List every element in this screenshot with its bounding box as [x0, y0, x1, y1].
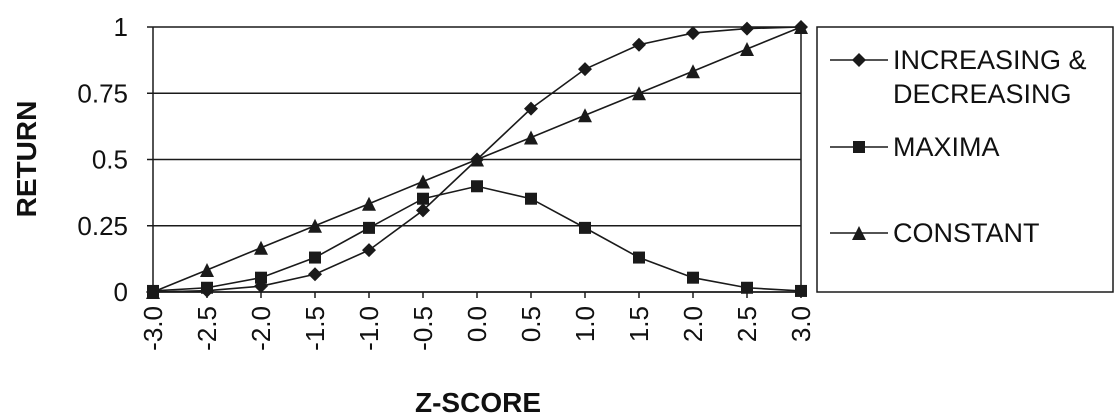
- data-point-square: [363, 221, 375, 234]
- legend-label: CONSTANT: [893, 218, 1040, 248]
- data-point-square: [795, 284, 807, 297]
- legend: INCREASING & DECREASING MAXIMA CONSTANT: [816, 26, 1114, 293]
- y-tick-label: 0.5: [92, 145, 128, 175]
- data-point-square: [309, 251, 321, 264]
- x-tick-label: -2.5: [192, 306, 222, 351]
- y-tick-label: 0.25: [77, 211, 128, 241]
- data-point-diamond: [578, 62, 592, 77]
- x-tick-label: -2.0: [246, 306, 276, 351]
- x-tick-label: 0.0: [462, 306, 492, 342]
- tick-layer: 0 0.25 0.5 0.75 1 -3.0 -2.5 -2.0 -1.5 -1.0 -0.5 0.0…: [77, 12, 816, 351]
- legend-item-diamond: INCREASING & DECREASING: [830, 45, 1087, 109]
- x-tick-label: -3.0: [138, 306, 168, 351]
- data-point-square: [741, 281, 753, 294]
- data-point-diamond: [740, 21, 754, 36]
- data-point-square: [417, 192, 429, 205]
- data-point-square: [525, 192, 537, 205]
- data-point-diamond: [686, 26, 700, 41]
- data-point-triangle: [578, 108, 592, 123]
- data-point-triangle: [200, 263, 214, 278]
- legend-label: DECREASING: [893, 79, 1072, 109]
- x-tick-label: 2.5: [732, 306, 762, 342]
- x-tick-label: 1.5: [624, 306, 654, 342]
- data-point-diamond: [416, 203, 430, 218]
- data-point-square: [687, 271, 699, 284]
- y-axis-title: RETURN: [11, 101, 42, 218]
- data-point-triangle: [308, 218, 322, 233]
- data-point-triangle: [254, 240, 268, 255]
- series-triangle: [146, 20, 808, 299]
- data-point-triangle: [686, 64, 700, 79]
- series-square: [147, 180, 807, 297]
- x-axis-title: Z-SCORE: [415, 387, 541, 417]
- data-point-triangle: [524, 130, 538, 145]
- data-point-triangle: [416, 174, 430, 189]
- legend-item-triangle: CONSTANT: [830, 218, 1040, 248]
- data-point-square: [201, 281, 213, 294]
- data-point-diamond: [308, 267, 322, 282]
- legend-box: [816, 26, 1114, 293]
- series-line-square: [152, 185, 802, 292]
- x-tick-label: -1.0: [354, 306, 384, 351]
- legend-marker-diamond: [852, 53, 866, 67]
- data-point-diamond: [524, 101, 538, 116]
- legend-label: MAXIMA: [893, 132, 1000, 162]
- x-tick-label: 1.0: [570, 306, 600, 342]
- data-point-triangle: [794, 20, 808, 34]
- data-point-square: [255, 271, 267, 284]
- y-tick-label: 0: [114, 277, 128, 307]
- series-layer: [146, 20, 808, 299]
- data-point-diamond: [632, 37, 646, 52]
- data-point-triangle: [632, 86, 646, 101]
- data-point-triangle: [362, 196, 376, 211]
- legend-item-square: MAXIMA: [830, 132, 1000, 162]
- legend-label: INCREASING &: [893, 45, 1087, 75]
- x-tick-label: -0.5: [408, 306, 438, 351]
- y-tick-label: 0.75: [77, 78, 128, 108]
- legend-marker-triangle: [852, 226, 866, 240]
- data-point-square: [633, 251, 645, 264]
- data-point-square: [579, 221, 591, 234]
- data-point-triangle: [146, 285, 160, 299]
- data-point-diamond: [362, 243, 376, 258]
- legend-marker-square: [853, 141, 865, 153]
- data-point-square: [471, 180, 483, 193]
- data-point-triangle: [740, 41, 754, 56]
- data-point-triangle: [470, 152, 484, 167]
- x-tick-label: 0.5: [516, 306, 546, 342]
- y-tick-label: 1: [114, 12, 128, 42]
- x-tick-label: -1.5: [300, 306, 330, 351]
- x-tick-label: 2.0: [678, 306, 708, 342]
- x-tick-label: 3.0: [786, 306, 816, 342]
